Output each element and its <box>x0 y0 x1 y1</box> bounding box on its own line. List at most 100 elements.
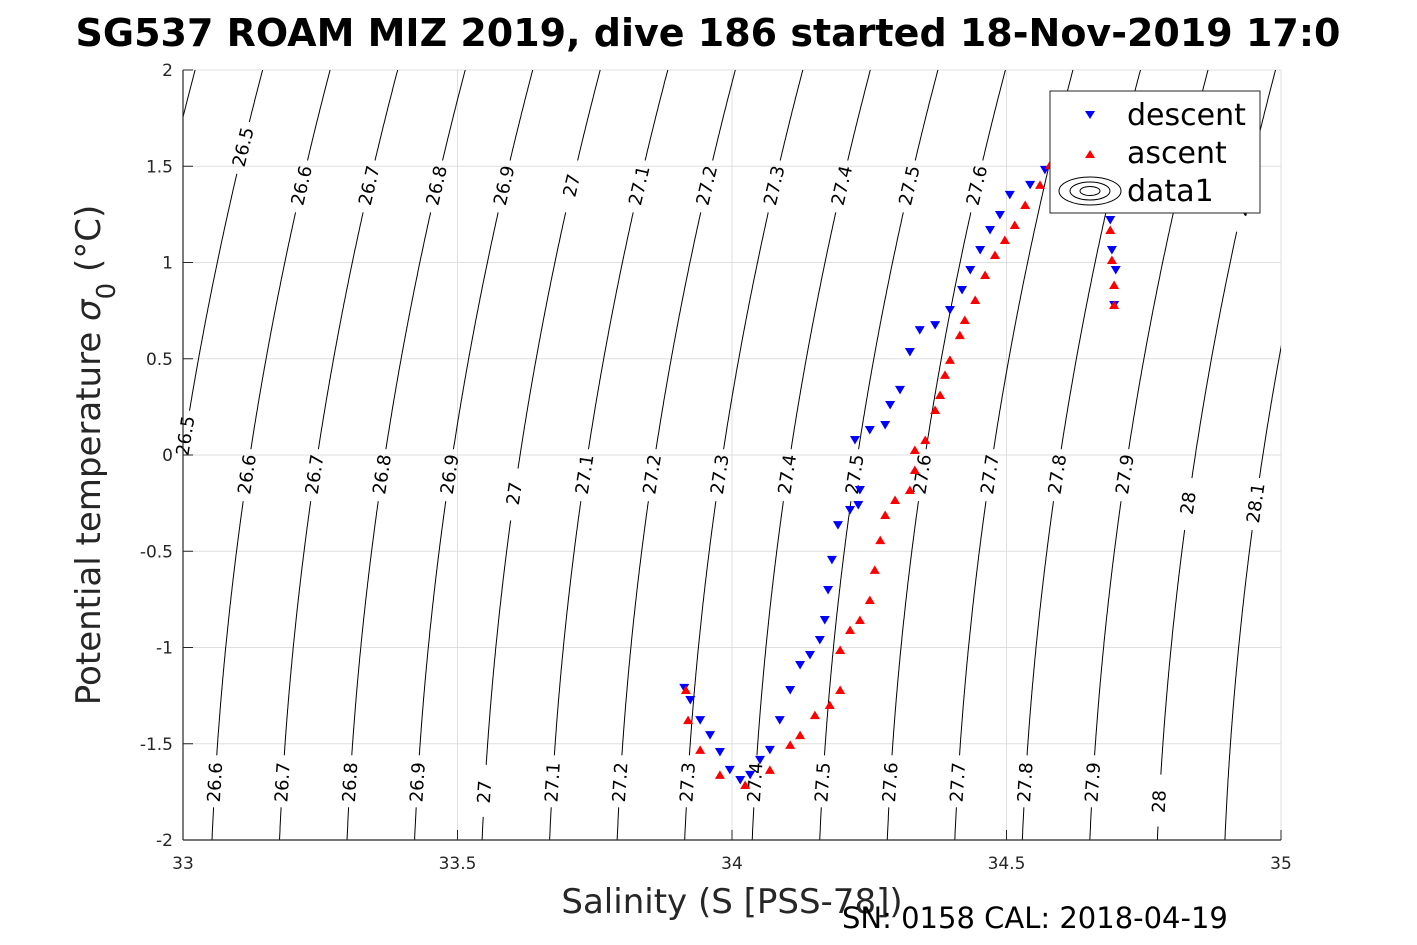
ascent-point <box>1109 300 1120 310</box>
legend-descent-label: descent <box>1127 98 1246 133</box>
descent-point <box>754 755 765 765</box>
descent-point <box>944 306 955 315</box>
descent-point <box>832 521 843 530</box>
ascent-point <box>695 745 706 754</box>
isopycnal-line-26-7 <box>278 70 399 840</box>
isopycnal-label: 27 <box>559 172 585 199</box>
ascent-point <box>1109 280 1120 290</box>
ascent-point <box>1009 220 1020 229</box>
descent-point <box>735 775 746 785</box>
ascent-point <box>880 510 891 520</box>
descent-point <box>705 731 716 740</box>
legend: descent ascent data1 <box>1049 90 1261 214</box>
ascent-point <box>845 625 856 634</box>
descent-point <box>1025 180 1036 190</box>
legend-data1-label: data1 <box>1127 174 1214 209</box>
descent-point <box>994 210 1005 220</box>
descent-point <box>975 245 986 255</box>
descent-point <box>914 326 925 335</box>
isopycnal-line-28-1 <box>1224 344 1281 840</box>
ascent-point <box>904 485 915 495</box>
ascent-point <box>909 445 920 454</box>
y-tick-label: 1 <box>162 254 173 274</box>
legend-ascent-marker-icon <box>1085 150 1095 158</box>
isopycnal-line-27 <box>481 70 601 840</box>
y-tick-label: 0.5 <box>146 350 173 370</box>
descent-point <box>965 266 976 275</box>
ascent-point <box>875 535 886 545</box>
isopycnal-line-27-4 <box>751 70 871 840</box>
descent-point <box>957 286 968 295</box>
descent-point <box>880 420 891 430</box>
x-tick-label: 33.5 <box>439 854 477 874</box>
ascent-point <box>714 770 725 779</box>
descent-point <box>745 770 756 780</box>
descent-point <box>854 486 865 495</box>
ascent-point <box>683 715 694 725</box>
descent-point <box>826 555 837 565</box>
isopycnal-label: 27.2 <box>609 762 632 803</box>
isopycnal-label: 27 <box>503 481 527 507</box>
isopycnal-line-27-6 <box>886 70 1006 840</box>
isopycnal-line-27-2 <box>616 70 736 840</box>
legend-contour-icon <box>1058 176 1122 206</box>
isopycnal-label: 27 <box>474 780 496 804</box>
ascent-point <box>959 315 970 325</box>
descent-point <box>785 686 796 695</box>
descent-point <box>985 225 996 235</box>
y-tick-label: -1 <box>156 639 173 659</box>
isopycnal-label: 27.8 <box>1014 762 1037 803</box>
x-axis-label: Salinity (S [PSS-78]) <box>561 882 902 922</box>
legend-ascent-label: ascent <box>1127 136 1227 171</box>
serial-calibration-annotation: SN: 0158 CAL: 2018-04-19 <box>842 901 1228 935</box>
ascent-point <box>680 685 691 695</box>
descent-point <box>930 321 941 330</box>
ascent-point <box>869 565 880 574</box>
ascent-point <box>740 780 751 789</box>
ascent-point <box>835 685 846 695</box>
series-descent <box>679 151 1121 785</box>
isopycnal-label: 27.3 <box>676 762 699 803</box>
ascent-point <box>854 615 865 624</box>
descent-point <box>823 585 834 595</box>
legend-descent-marker-icon <box>1085 111 1095 119</box>
ascent-point <box>764 765 775 774</box>
y-tick-label: 1.5 <box>146 157 173 177</box>
x-tick-label: 34.5 <box>988 854 1026 874</box>
descent-point <box>724 765 735 775</box>
isopycnal-label: 26.9 <box>406 762 429 803</box>
ascent-point <box>864 595 875 604</box>
y-ticks: -2 -1.5 -1 -0.5 0 0.5 1 1.5 2 <box>140 61 193 851</box>
isopycnal-contours <box>183 70 1281 840</box>
descent-point <box>819 615 830 625</box>
legend-box <box>1049 90 1261 214</box>
isopycnal-label: 26.7 <box>271 762 294 803</box>
ascent-point <box>940 370 951 379</box>
series-ascent <box>680 160 1120 789</box>
ascent-point <box>944 355 955 364</box>
isopycnal-label: 28 <box>1177 490 1201 516</box>
y-axis-label: Potential temperature σ0 (°C) <box>69 205 122 705</box>
isopycnal-label: 28 <box>1149 789 1171 813</box>
ascent-point <box>824 700 835 710</box>
ascent-point <box>999 235 1010 244</box>
ascent-point <box>795 730 806 740</box>
x-tick-label: 34 <box>721 854 743 874</box>
descent-point <box>804 651 815 660</box>
isopycnal-label: 27.9 <box>1082 762 1105 803</box>
descent-point <box>853 501 864 510</box>
ascent-point <box>980 270 991 280</box>
descent-point <box>885 400 896 410</box>
isopycnal-line-27-1 <box>549 70 669 840</box>
ascent-point <box>1020 200 1031 209</box>
ascent-point <box>1105 225 1116 234</box>
isopycnal-line-26-6 <box>211 70 331 840</box>
isopycnal-label: 27.1 <box>541 762 564 803</box>
isopycnal-line-26-8 <box>346 70 466 840</box>
x-ticks: 33 33.5 34 34.5 35 <box>172 830 1292 874</box>
ascent-point <box>970 295 981 305</box>
descent-point <box>1106 245 1117 255</box>
ascent-point <box>989 250 1000 259</box>
y-tick-label: -2 <box>156 831 173 851</box>
isopycnal-label: 27.7 <box>947 762 970 803</box>
